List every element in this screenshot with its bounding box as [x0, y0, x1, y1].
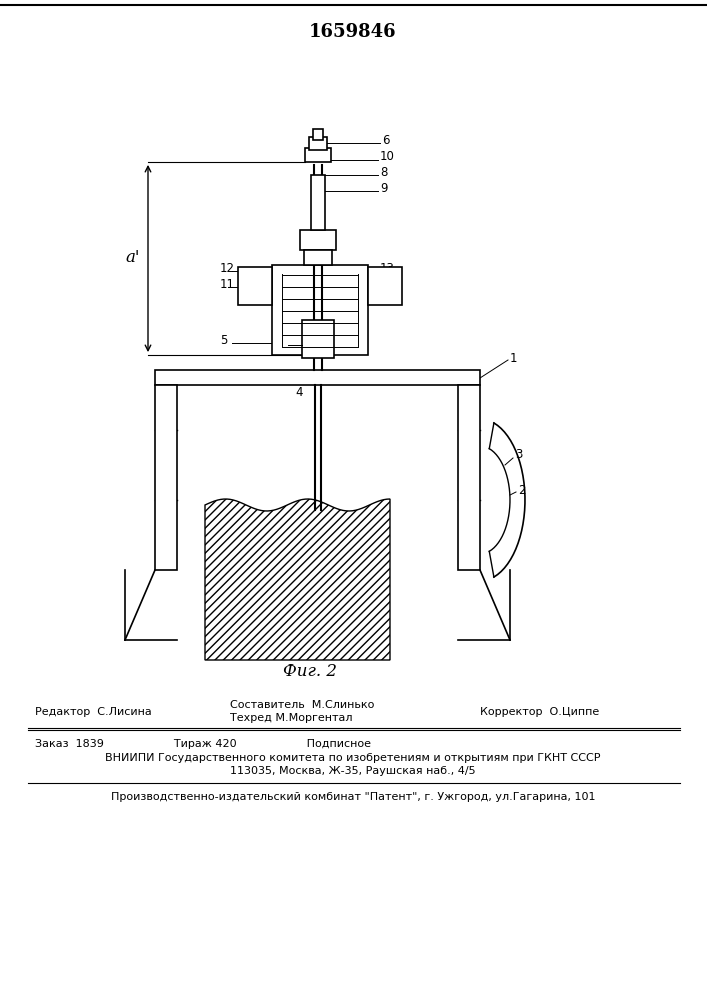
Text: Заказ  1839                    Тираж 420                    Подписное: Заказ 1839 Тираж 420 Подписное	[35, 739, 371, 749]
Text: Составитель  М.Слинько: Составитель М.Слинько	[230, 700, 375, 710]
Text: 1659846: 1659846	[309, 23, 397, 41]
Text: 3: 3	[515, 448, 522, 462]
Polygon shape	[205, 499, 390, 660]
Bar	[458, 385, 480, 570]
Text: 14: 14	[380, 277, 395, 290]
Text: 113035, Москва, Ж-35, Раушская наб., 4/5: 113035, Москва, Ж-35, Раушская наб., 4/5	[230, 766, 476, 776]
Text: a': a'	[126, 249, 140, 266]
Text: 9: 9	[380, 182, 387, 194]
Bar	[300, 230, 336, 250]
Text: 6: 6	[382, 133, 390, 146]
Bar	[302, 320, 334, 358]
Text: 10: 10	[380, 150, 395, 163]
Text: 7: 7	[380, 294, 387, 306]
Bar	[155, 370, 480, 385]
Bar	[238, 267, 272, 305]
Text: 12: 12	[220, 261, 235, 274]
Text: 1: 1	[510, 352, 518, 364]
Text: ВНИИПИ Государственного комитета по изобретениям и открытиям при ГКНТ СССР: ВНИИПИ Государственного комитета по изоб…	[105, 753, 601, 763]
Bar	[311, 175, 325, 230]
Bar	[313, 129, 323, 140]
Bar	[272, 265, 368, 355]
Bar	[155, 385, 177, 570]
Bar	[305, 148, 331, 162]
Text: Редактор  С.Лисина: Редактор С.Лисина	[35, 707, 152, 717]
Text: 5: 5	[220, 334, 228, 347]
Text: Фиг. 2: Фиг. 2	[283, 664, 337, 680]
Bar	[309, 137, 327, 150]
Bar	[304, 250, 332, 265]
Text: Корректор  О.Циппе: Корректор О.Циппе	[480, 707, 600, 717]
Text: Техред М.Моргентал: Техред М.Моргентал	[230, 713, 353, 723]
Text: 11: 11	[220, 277, 235, 290]
Text: 8: 8	[380, 165, 387, 178]
Bar	[368, 267, 402, 305]
Text: 4: 4	[295, 386, 303, 399]
Text: 2: 2	[518, 484, 525, 496]
Text: 13: 13	[380, 261, 395, 274]
Text: Производственно-издательский комбинат "Патент", г. Ужгород, ул.Гагарина, 101: Производственно-издательский комбинат "П…	[111, 792, 595, 802]
